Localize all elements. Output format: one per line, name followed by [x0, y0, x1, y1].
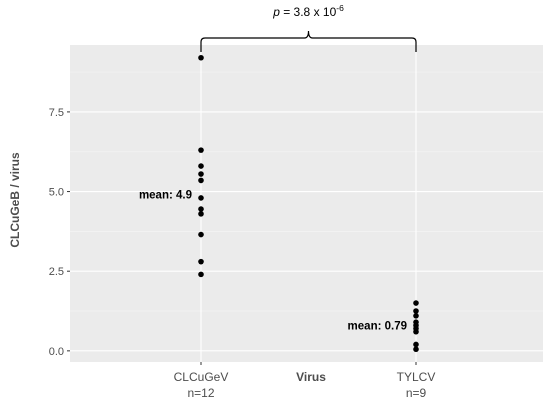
data-point	[198, 54, 204, 61]
mean-label: mean: 0.79	[348, 321, 407, 333]
mean-labels: mean: 4.9 mean: 0.79	[139, 190, 407, 333]
data-point	[198, 171, 204, 177]
data-point	[198, 147, 204, 153]
y-tick-label: 7.5	[49, 107, 64, 119]
y-tick-label: 0.0	[49, 346, 64, 358]
data-point	[413, 341, 419, 348]
mean-label: mean: 4.9	[139, 190, 192, 202]
data-point	[198, 258, 204, 265]
significance-bracket	[200, 30, 417, 52]
p-value-annotation: p = 3.8 x 10-6	[272, 3, 344, 19]
x-category-label: TYLCV	[397, 370, 436, 384]
data-point	[413, 328, 419, 335]
data-point	[198, 206, 204, 212]
x-category-label: CLCuGeV	[174, 370, 229, 384]
x-category-count: n=9	[406, 386, 427, 400]
y-tick-label: 5.0	[49, 187, 64, 199]
y-axis-title: CLCuGeB / virus	[8, 152, 22, 248]
data-point	[198, 271, 204, 278]
x-axis-title: Virus	[296, 370, 326, 384]
p-value-text: = 3.8 x 10	[280, 5, 337, 19]
x-axis-category-labels: CLCuGeV n=12 TYLCV n=9	[174, 362, 436, 400]
x-category-count: n=12	[187, 386, 214, 400]
plot-panel	[70, 45, 543, 362]
data-point	[413, 308, 419, 314]
data-point	[198, 163, 204, 169]
data-point	[413, 313, 419, 319]
data-point	[198, 231, 204, 238]
y-tick-label: 2.5	[49, 266, 64, 278]
data-point	[198, 177, 204, 184]
data-point	[413, 300, 419, 306]
p-symbol: p	[272, 5, 280, 19]
data-point	[413, 346, 419, 353]
y-axis-ticks: 0.0 2.5 5.0 7.5	[49, 107, 70, 358]
data-points	[198, 54, 419, 353]
p-value-exponent: -6	[336, 3, 344, 13]
data-point	[198, 195, 204, 201]
data-point	[198, 211, 204, 217]
